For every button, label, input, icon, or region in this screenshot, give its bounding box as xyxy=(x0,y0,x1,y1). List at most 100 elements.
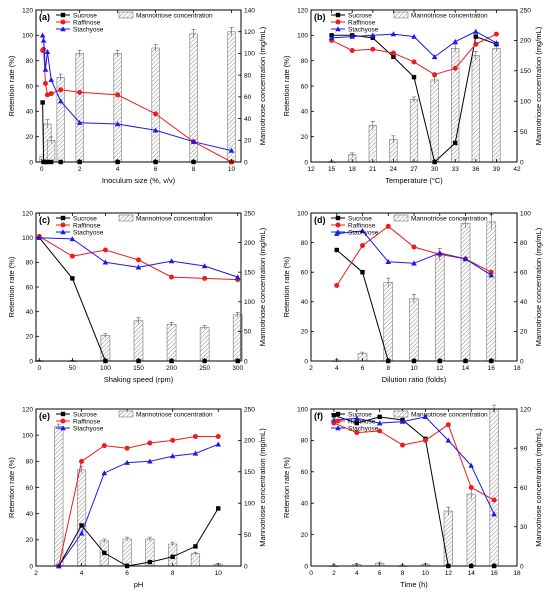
point-stachyose xyxy=(76,119,83,125)
x-tick-label: 12 xyxy=(436,365,444,372)
y-tick-label-left: 40 xyxy=(301,299,309,306)
x-tick-label: 0 xyxy=(40,166,44,173)
point-stachyose xyxy=(192,450,199,456)
y-tick-label-left: 20 xyxy=(301,134,309,141)
chart-panel-e: 2 4 6 8 10020406080100120050100150200250pHRe… xyxy=(7,406,267,589)
point-stachyose xyxy=(385,259,392,265)
point-raffinose xyxy=(147,440,153,446)
y-tick-label-left: 120 xyxy=(297,7,308,14)
point-stachyose xyxy=(359,227,366,233)
y-tick-label-left: 20 xyxy=(26,537,34,544)
bar-mannotriose xyxy=(409,99,419,163)
point-stachyose xyxy=(168,258,175,264)
x-tick-label: 14 xyxy=(468,570,476,577)
x-tick-label: 10 xyxy=(410,365,418,372)
x-tick-label: 18 xyxy=(513,570,521,577)
y-tick-label-right: 140 xyxy=(244,7,255,14)
y-tick-label-right: 0 xyxy=(244,159,248,166)
chart-panel-a: 0 2 4 6 8 10020406080100120020406080100120140… xyxy=(7,7,267,185)
chart-panel-d: 2 4 6 8 10 12 14 16 18020406080100020406080100Di… xyxy=(282,210,543,384)
point-stachyose xyxy=(411,260,417,266)
series-line-stachyose xyxy=(333,416,495,515)
y-tick-label-right: 50 xyxy=(520,129,528,136)
bar-mannotriose xyxy=(460,223,471,362)
point-raffinose xyxy=(377,428,383,434)
x-axis-label: Dilution ratio (folds) xyxy=(382,375,447,384)
bar-mannotriose xyxy=(368,125,377,163)
bar-mannotriose xyxy=(151,47,160,163)
y-tick-label-left: 60 xyxy=(301,270,309,277)
point-stachyose xyxy=(390,31,397,37)
y-tick-label-right: 50 xyxy=(244,532,252,539)
legend-label-mannotriose: Mannotriose concentration xyxy=(411,12,488,19)
y-tick-label-left: 120 xyxy=(22,210,33,217)
chart-panel-b: 12 15 18 21 24 27 30 33 36 39 42020406080100120050… xyxy=(282,7,543,185)
y-tick-label-left: 100 xyxy=(22,432,33,439)
point-stachyose xyxy=(114,121,121,127)
point-raffinose xyxy=(136,257,141,263)
point-stachyose xyxy=(370,32,376,38)
bar-mannotriose xyxy=(75,53,84,163)
y-tick-label-right: 60 xyxy=(520,270,528,277)
y-tick-label-left: 120 xyxy=(22,7,33,14)
x-tick-label: 4 xyxy=(355,570,359,577)
legend-label-sucrose: Sucrose xyxy=(348,12,372,19)
y-tick-label-right: 200 xyxy=(244,438,255,445)
legend-marker-stachyose xyxy=(335,425,341,431)
y-tick-label-left: 100 xyxy=(297,33,308,40)
legend-label-raffinose: Raffinose xyxy=(348,418,376,425)
legend-label-mannotriose: Mannotriose concentration xyxy=(411,215,488,222)
point-raffinose xyxy=(411,59,417,65)
legend-label-mannotriose: Mannotriose concentration xyxy=(136,411,213,418)
panel-label: (a) xyxy=(39,12,50,22)
y-tick-label-left: 0 xyxy=(29,159,33,166)
x-tick-label: 30 xyxy=(431,166,439,173)
y-tick-label-left: 100 xyxy=(22,33,33,40)
x-tick-label: 250 xyxy=(199,365,210,372)
chart-panel-c: 0 50 100 150 200 250 3000204060801001200501001… xyxy=(7,210,267,384)
y-tick-label-right: 0 xyxy=(244,563,248,570)
x-tick-label: 39 xyxy=(493,166,501,173)
legend-marker-stachyose xyxy=(335,26,341,32)
point-stachyose xyxy=(124,459,130,465)
x-tick-label: 12 xyxy=(307,166,315,173)
legend-label-stachyose: Stachyose xyxy=(348,425,379,432)
x-tick-label: 10 xyxy=(215,570,223,577)
legend-bar-swatch xyxy=(393,214,409,222)
x-tick-label: 16 xyxy=(488,365,496,372)
y-tick-label-right: 20 xyxy=(244,138,252,145)
point-stachyose xyxy=(353,415,360,421)
legend-marker-sucrose xyxy=(60,215,66,221)
point-sucrose xyxy=(147,559,153,565)
legend-marker-sucrose xyxy=(335,215,341,221)
point-sucrose xyxy=(102,550,107,556)
y-tick-label-right: 250 xyxy=(520,7,531,14)
bar-mannotriose xyxy=(489,408,499,567)
series-line-stachyose xyxy=(42,35,232,152)
y-axis-label-left: Retention rate (%) xyxy=(7,256,16,317)
x-tick-label: 6 xyxy=(378,570,382,577)
point-stachyose xyxy=(399,418,406,424)
legend-marker-sucrose xyxy=(60,411,66,417)
bar-mannotriose xyxy=(166,323,177,362)
x-tick-label: 0 xyxy=(37,365,41,372)
y-tick-label-left: 0 xyxy=(304,563,308,570)
x-tick-label: 2 xyxy=(309,365,313,372)
y-tick-label-right: 40 xyxy=(244,116,252,123)
x-tick-label: 6 xyxy=(154,166,158,173)
point-stachyose xyxy=(468,462,475,468)
point-stachyose xyxy=(48,76,54,82)
panel-label: (c) xyxy=(39,215,50,225)
legend-label-raffinose: Raffinose xyxy=(348,222,376,229)
point-stachyose xyxy=(462,256,469,262)
point-raffinose xyxy=(124,445,130,451)
x-tick-label: 14 xyxy=(462,365,470,372)
y-tick-label-left: 80 xyxy=(26,459,34,466)
legend-marker-raffinose xyxy=(335,418,341,424)
bar-mannotriose xyxy=(76,469,87,567)
point-raffinose xyxy=(400,442,406,448)
point-stachyose xyxy=(36,234,43,240)
panel-label: (f) xyxy=(314,411,323,421)
